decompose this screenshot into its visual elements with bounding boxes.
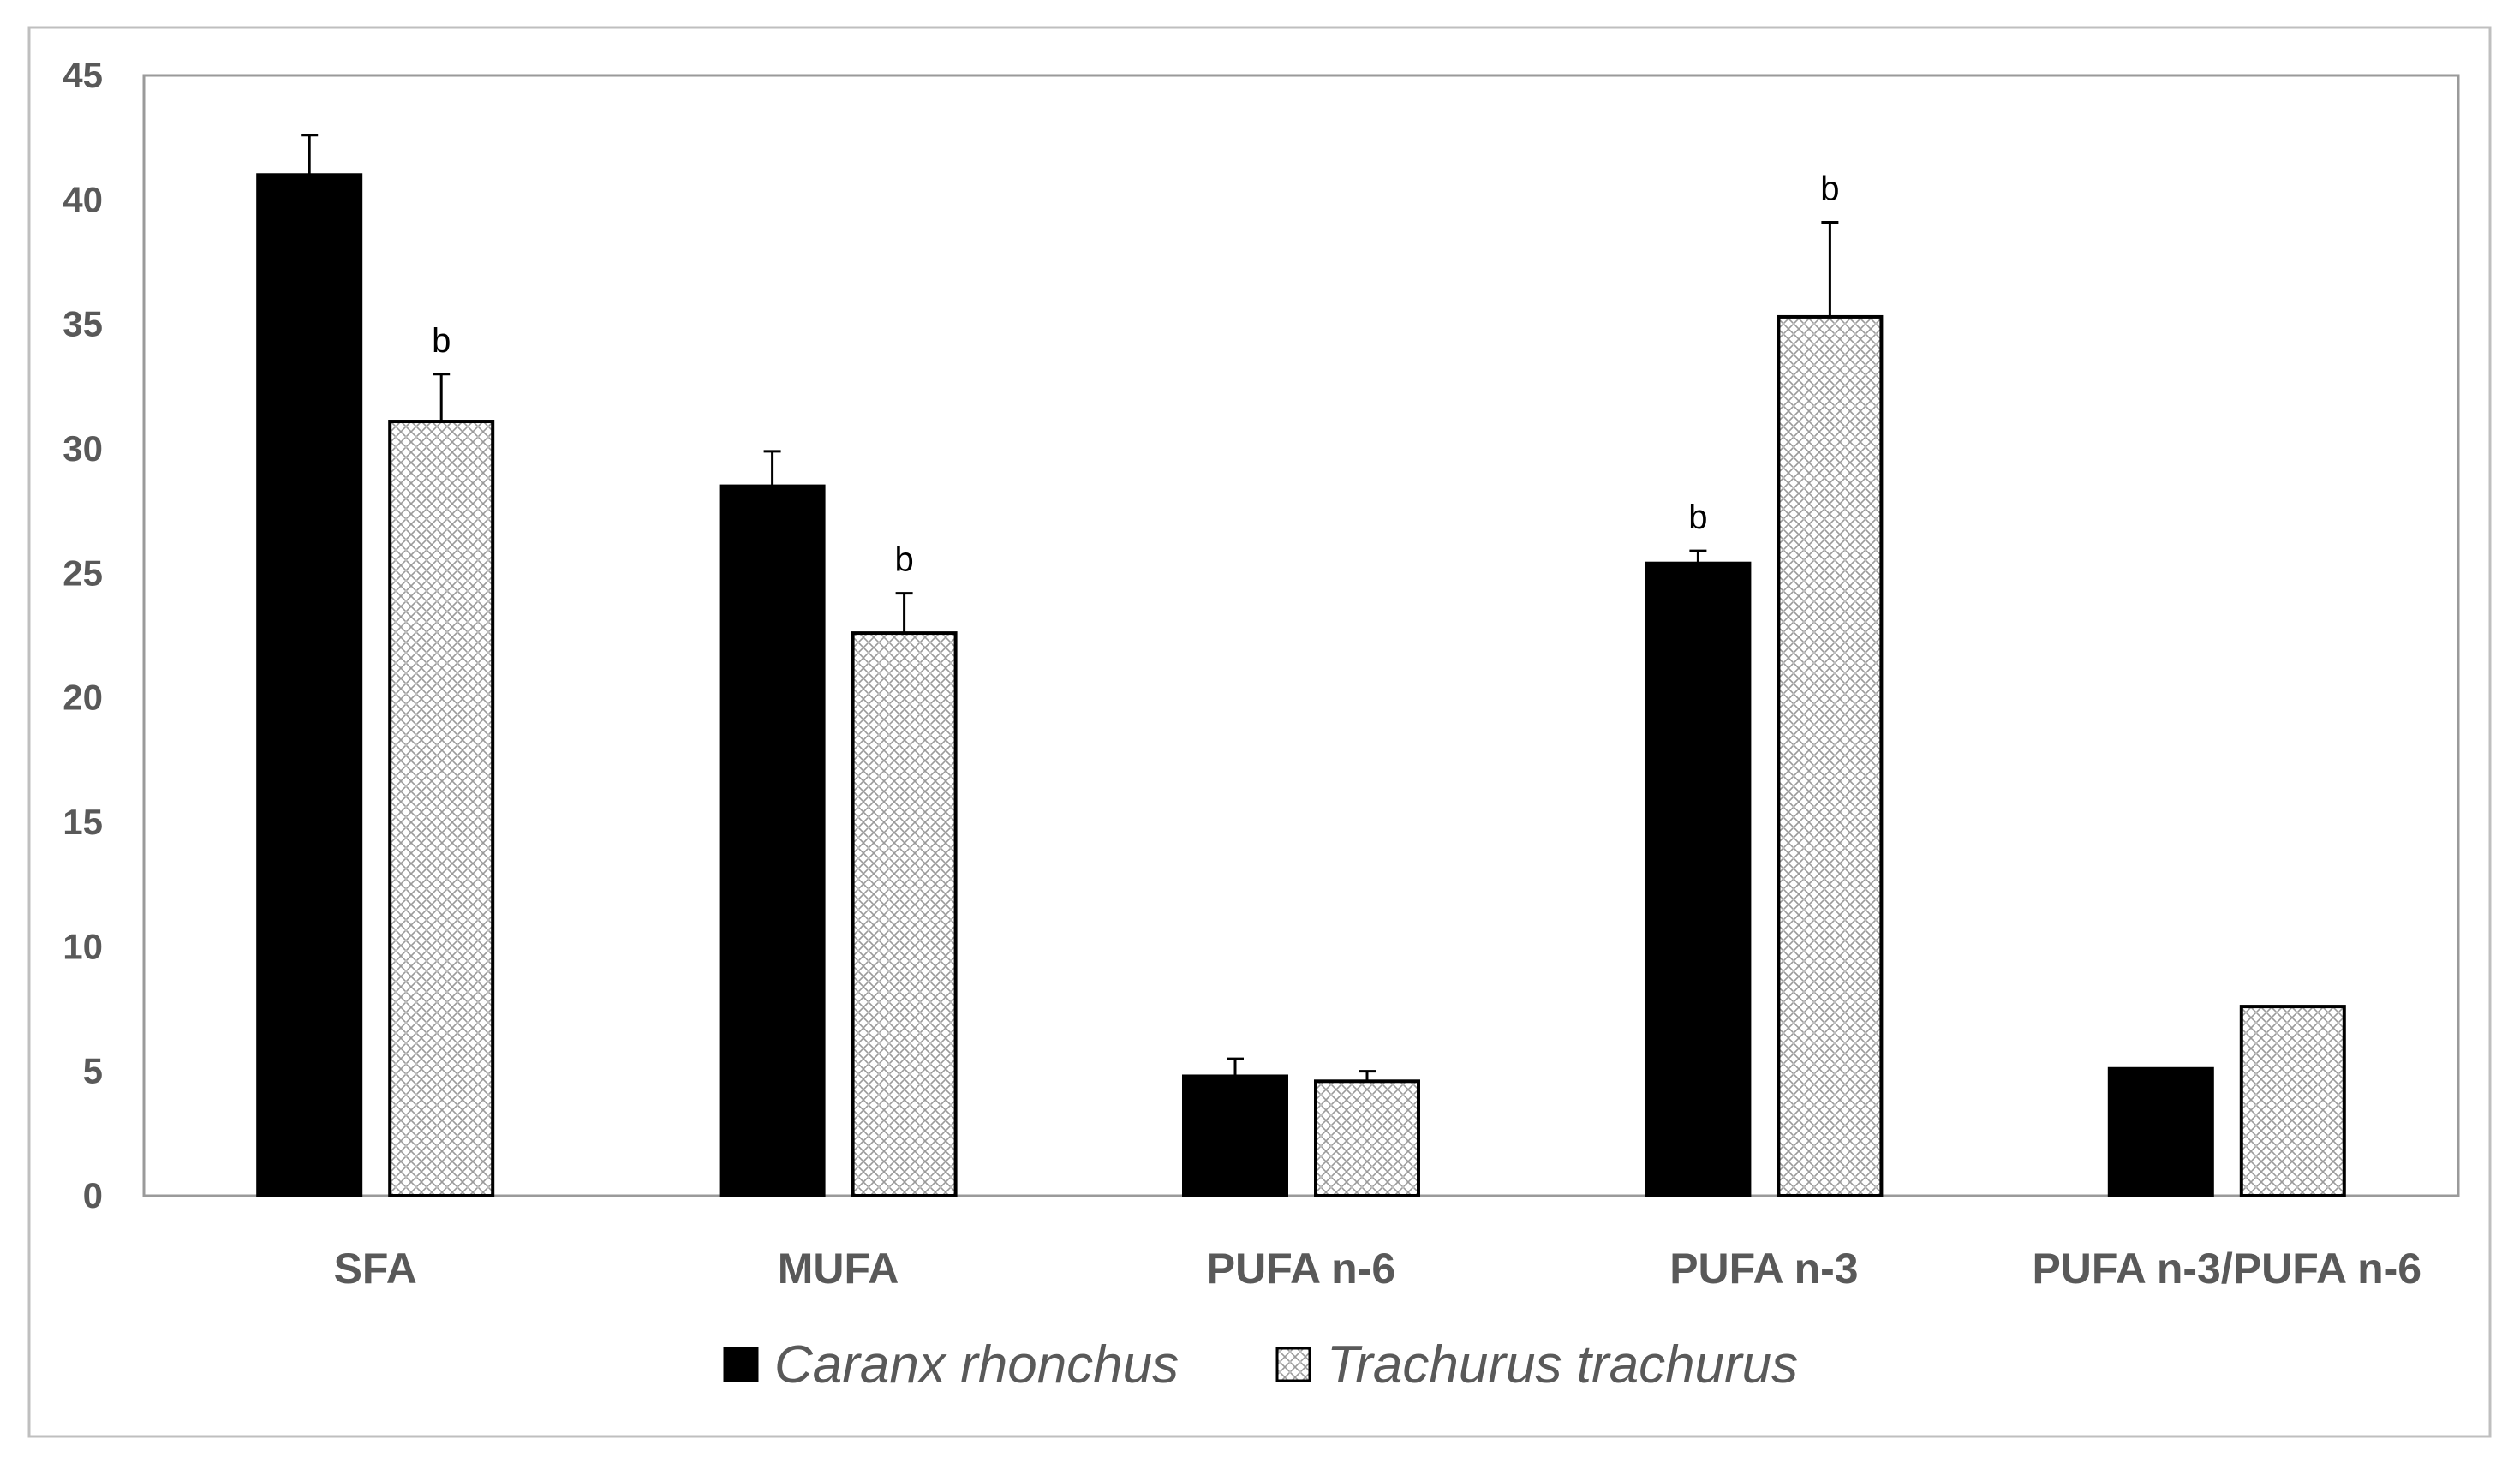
x-category-label: MUFA xyxy=(778,1245,899,1293)
y-tick-label: 40 xyxy=(63,179,103,219)
legend: Caranx rhonchus Trachurus trachurus xyxy=(723,1335,1798,1394)
bar xyxy=(1182,1074,1288,1197)
bar xyxy=(1645,561,1752,1197)
y-tick-label: 15 xyxy=(63,802,103,842)
x-category-label: SFA xyxy=(334,1245,417,1293)
bar xyxy=(256,173,363,1197)
y-tick-label: 30 xyxy=(63,428,103,469)
x-category-label: PUFA n-3/PUFA n-6 xyxy=(2032,1245,2421,1293)
legend-swatch xyxy=(1275,1347,1311,1382)
significance-label: b xyxy=(894,541,913,579)
y-tick-label: 5 xyxy=(83,1051,103,1091)
legend-swatch xyxy=(723,1347,759,1382)
bars: b b b b xyxy=(256,134,2346,1198)
y-tick-label: 20 xyxy=(63,678,103,718)
significance-label: b xyxy=(1820,170,1839,207)
plot-area xyxy=(142,74,2460,1197)
bar xyxy=(851,631,958,1197)
bar xyxy=(2239,1005,2346,1198)
x-category-label: PUFA n-6 xyxy=(1207,1245,1395,1293)
significance-label: b xyxy=(432,322,451,360)
bar xyxy=(1777,314,1884,1197)
bar xyxy=(388,420,495,1197)
x-axis-categories: SFA MUFA PUFA n-6 PUFA n-3 PUFA n-3/PUFA n-6 xyxy=(334,1245,2422,1293)
x-category-label: PUFA n-3 xyxy=(1669,1245,1858,1293)
outer-border xyxy=(27,26,2492,1438)
bar xyxy=(1314,1079,1420,1197)
y-tick-label: 45 xyxy=(63,55,103,95)
significance-label: b xyxy=(1688,499,1707,536)
y-tick-label: 10 xyxy=(63,926,103,966)
y-tick-label: 0 xyxy=(83,1175,103,1215)
y-tick-label: 35 xyxy=(63,304,103,344)
legend-label: Caranx rhonchus xyxy=(774,1335,1179,1394)
legend-label: Trachurus trachurus xyxy=(1327,1335,1798,1394)
y-tick-label: 25 xyxy=(63,552,103,593)
bar xyxy=(2107,1066,2214,1198)
y-axis-ticks: 0 5 10 15 20 25 30 35 40 45 xyxy=(63,55,103,1215)
bar xyxy=(719,484,826,1197)
